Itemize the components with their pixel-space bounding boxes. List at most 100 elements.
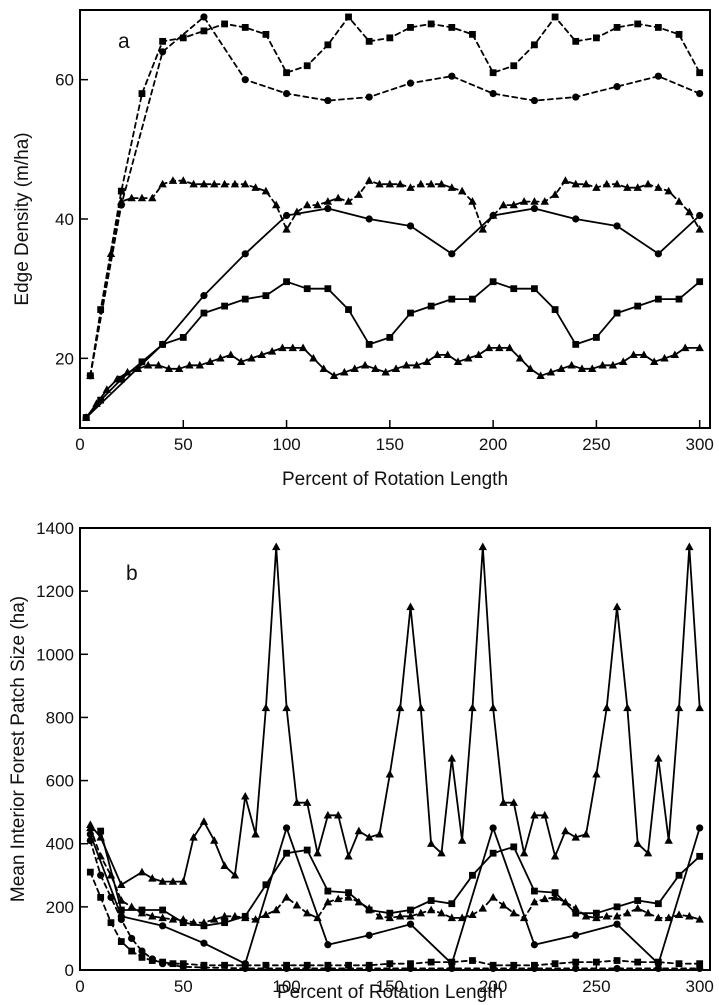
panel-b-series-4-point xyxy=(96,851,105,860)
panel-b-y-tick-label: 1200 xyxy=(36,582,74,601)
panel-a-series-6-point xyxy=(464,353,473,362)
panel-b-series-3-point xyxy=(159,906,167,914)
panel-b-series-4-point xyxy=(540,894,549,903)
panel-a-series-2-point xyxy=(282,90,291,98)
panel-b-series-1-point xyxy=(251,829,260,838)
panel-a-series-5-point xyxy=(696,278,704,286)
panel-b-series-5-point xyxy=(448,958,456,966)
panel-b-series-1-point xyxy=(199,817,209,825)
panel-a-series-1-point xyxy=(138,90,146,97)
panel-a-series-6-point xyxy=(695,343,704,352)
panel-a-series-6-point xyxy=(226,350,235,359)
panel-b-series-4-point xyxy=(685,911,694,920)
panel-a-series-3-point xyxy=(385,179,395,188)
panel-b-series-1 xyxy=(86,542,704,888)
panel-a-series-6-point xyxy=(257,350,266,359)
panel-a-series-3-point xyxy=(137,193,147,202)
panel-b-series-6-point xyxy=(138,947,146,955)
panel-b-series-1-point xyxy=(488,703,498,712)
panel-b-series-5-point xyxy=(613,957,621,964)
panel-b-series-1-line xyxy=(89,546,701,886)
panel-b-series-6-point xyxy=(241,964,249,973)
panel-a-series-6 xyxy=(81,343,704,421)
panel-a-series-3-point xyxy=(220,179,229,188)
panel-b-series-1-point xyxy=(220,861,229,870)
panel-b-series-4-point xyxy=(344,892,353,901)
panel-a-series-3-point xyxy=(106,249,116,258)
panel-a-series-3-point xyxy=(127,193,136,202)
panel-a-series-2-point xyxy=(530,96,539,105)
panel-b-series-1-point xyxy=(426,839,436,847)
panel-a-series-4-point xyxy=(530,204,539,213)
panel-a-series-5-point xyxy=(654,295,662,303)
panel-a-series-4-point xyxy=(489,211,497,220)
panel-a-x-tick-label: 300 xyxy=(685,435,713,454)
panel-b-series-3-point xyxy=(654,900,662,908)
panel-b-series-2-point xyxy=(530,941,539,949)
panel-a-series-5-point xyxy=(365,341,373,348)
panel-a-series-6-point xyxy=(164,364,174,372)
panel-a-series-5-point xyxy=(117,375,125,383)
panel-a-series-1-point xyxy=(489,69,497,77)
panel-a-series-4-point xyxy=(696,211,704,220)
panel-b-series-3-point xyxy=(303,846,311,854)
panel-a-series-6-point xyxy=(185,360,194,369)
panel-a-series-2-line xyxy=(89,16,701,377)
panel-b-series-5-point xyxy=(107,919,115,927)
panel-b-series-4-point xyxy=(571,904,580,912)
panel-a-series-5-point xyxy=(179,334,187,341)
panel-a-y-axis-title: Edge Density (m/ha) xyxy=(12,132,33,305)
panel-a-series-2-point xyxy=(241,76,249,84)
panel-a-series-3-point xyxy=(437,179,446,188)
panel-b-series-4-point xyxy=(189,918,198,926)
panel-a-series-5-point xyxy=(675,295,683,303)
panel-b-series-4-point xyxy=(385,913,395,922)
panel-a-series-6-point xyxy=(402,360,411,369)
panel-a-series-3-point xyxy=(664,186,673,195)
panel-b-series-4-point xyxy=(674,910,684,918)
panel-b-series-4-point xyxy=(106,870,116,879)
panel-b-series-4-point xyxy=(86,823,95,832)
panel-a-series-1-point xyxy=(221,20,228,28)
panel-a-series-2-point xyxy=(406,79,415,87)
panel-a-series-5-point xyxy=(551,306,559,313)
panel-b-series-5-point xyxy=(469,957,476,964)
panel-a-series-6-point xyxy=(443,350,452,359)
panel-b-series-1-point xyxy=(179,877,188,885)
panel-a-series-3-point xyxy=(230,179,240,188)
panel-b-series-1-point xyxy=(685,542,694,551)
panel-a-series-2-point xyxy=(365,93,373,101)
panel-b-series-1-point xyxy=(323,810,333,819)
panel-b-interior-patch-size-chart: 0 50 100 150 200 250 300 0 200 400 600 800 1000 1200 1… xyxy=(8,519,714,1003)
panel-b-series-4-point xyxy=(581,911,591,920)
panel-b-series-4 xyxy=(86,823,704,926)
panel-a-series-1-point xyxy=(654,24,662,31)
panel-b-series-2-point xyxy=(696,824,704,832)
panel-a-series-4-point xyxy=(365,215,373,223)
panel-a-series-1-point xyxy=(283,69,290,77)
panel-b-series-3-point xyxy=(572,909,580,917)
panel-b-series-1-point xyxy=(468,703,477,712)
panel-a-series-6-point xyxy=(350,364,359,372)
panel-a-series-3-point xyxy=(426,179,436,188)
panel-b-series-1-point xyxy=(654,754,663,762)
panel-a-series-1-point xyxy=(572,37,580,45)
panel-b-series-1-point xyxy=(664,836,673,844)
panel-a-series-2-point xyxy=(200,13,208,21)
panel-b-series-6-point xyxy=(107,893,115,901)
panel-b-series-6-point xyxy=(572,964,580,973)
panel-b-series-3-point xyxy=(448,900,456,908)
panel-b-series-1-point xyxy=(581,829,591,838)
panel-b-series-4-point xyxy=(447,913,457,922)
panel-a-series-5-point xyxy=(489,278,497,286)
panel-b-series-4-point xyxy=(168,915,178,923)
panel-a-series-1-point xyxy=(365,37,373,45)
panel-b-series-3-point xyxy=(592,909,600,917)
panel-b-series-1-point xyxy=(303,798,312,806)
panel-b-series-5-point xyxy=(551,960,559,968)
panel-a-series-6-point xyxy=(371,364,380,372)
panel-b-y-axis-title: Mean Interior Forest Patch Size (ha) xyxy=(8,596,29,902)
panel-b-series-1-point xyxy=(519,848,529,857)
panel-b-series-4-point xyxy=(158,913,167,922)
panel-a-series-6-point xyxy=(174,364,184,372)
